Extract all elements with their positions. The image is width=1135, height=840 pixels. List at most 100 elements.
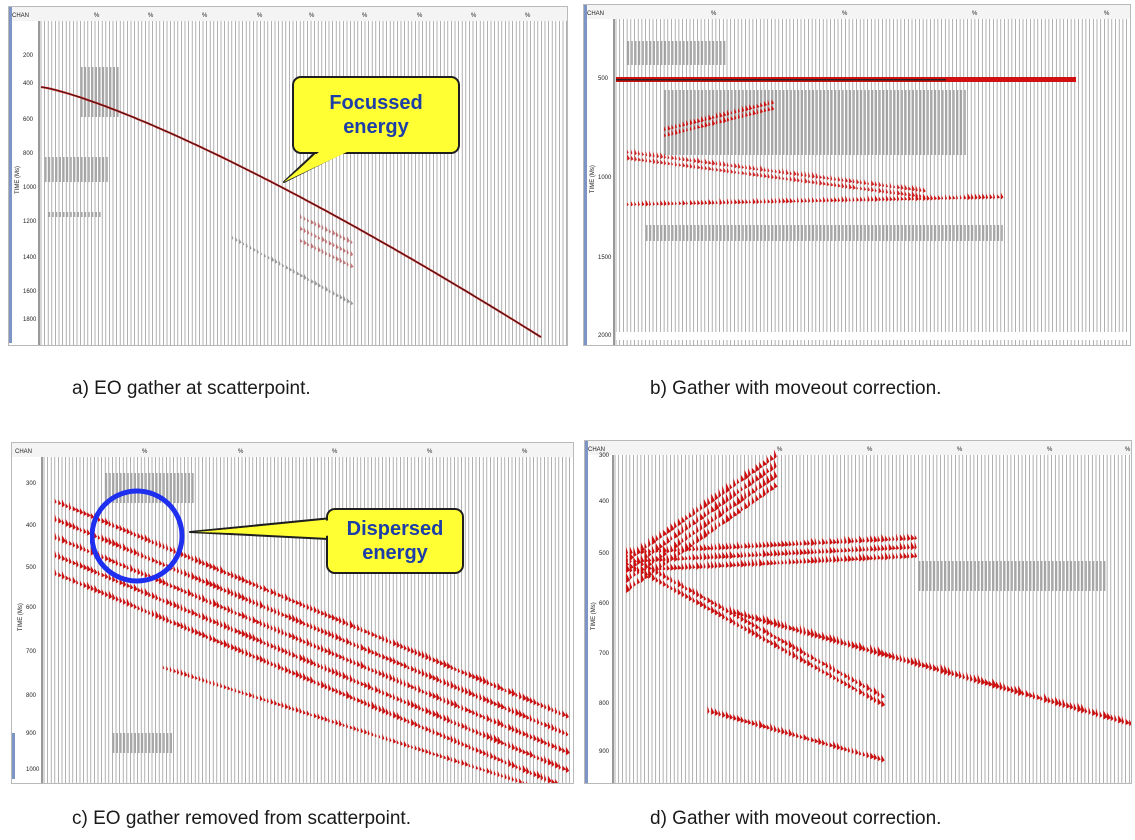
y-tick-0: 200 xyxy=(23,53,34,59)
caption-a: a) EO gather at scatterpoint. xyxy=(72,378,311,399)
y-tick-1: 1000 xyxy=(598,175,612,181)
channel-tick-2: % xyxy=(972,11,978,17)
dispersed-energy-callout: Dispersed energy xyxy=(90,470,470,590)
y-tick-0: 300 xyxy=(599,453,610,459)
lower-band xyxy=(162,665,528,783)
axis-edge xyxy=(584,5,587,345)
dim-event xyxy=(231,234,354,306)
channel-tick-1: % xyxy=(148,13,154,19)
grey-event-3 xyxy=(48,212,101,217)
time-axis-label: TIME (Ms) xyxy=(591,602,597,630)
channel-tick-1: % xyxy=(238,449,244,455)
descending-arm xyxy=(626,550,886,708)
y-tick-4: 1000 xyxy=(23,185,37,191)
header-strip xyxy=(12,443,573,457)
focussed-energy-callout: Focussed energy xyxy=(270,66,470,196)
chan-label: CHAN xyxy=(15,449,32,455)
y-tick-7: 1600 xyxy=(23,289,37,295)
flat-energy-core xyxy=(616,79,946,81)
seismic-panel-c: CHAN%%%%% TIME (Ms) 300 400 500 600 700 800 900 1… xyxy=(11,442,574,784)
grey-event-top xyxy=(105,473,194,503)
chan-label: CHAN xyxy=(12,13,29,19)
time-axis-label: TIME (Ms) xyxy=(590,165,596,193)
channel-tick-3: % xyxy=(1047,447,1053,453)
grey-event-3 xyxy=(646,225,1003,241)
y-tick-0: 300 xyxy=(26,481,37,487)
time-axis-label: TIME (Ms) xyxy=(15,166,21,194)
grey-event-2 xyxy=(664,90,966,155)
channel-tick-0: % xyxy=(94,13,100,19)
flat-arm xyxy=(626,533,918,574)
trace-lines xyxy=(614,455,1130,783)
y-tick-1: 400 xyxy=(599,499,610,505)
dispersed-band-3 xyxy=(54,550,570,773)
header-strip xyxy=(584,5,1130,19)
channel-tick-4: % xyxy=(522,449,528,455)
y-tick-6: 1400 xyxy=(23,255,37,261)
focussed-energy-edge xyxy=(40,86,542,338)
y-tick-2: 600 xyxy=(23,117,34,123)
y-tick-3: 2000 xyxy=(598,333,612,339)
header-strip xyxy=(9,7,567,21)
grey-event-1 xyxy=(918,561,1106,591)
channel-tick-0: % xyxy=(777,447,783,453)
lower-event xyxy=(627,192,1004,207)
callout-line-1: Dispersed xyxy=(346,518,444,540)
grey-event-1 xyxy=(627,41,726,65)
channel-tick-0: % xyxy=(711,11,717,17)
seismic-panel-b: CHAN%%%% TIME (Ms) 500 1000 1500 2000 xyxy=(583,4,1131,346)
chan-label: CHAN xyxy=(587,11,604,17)
grey-event-2 xyxy=(45,157,108,182)
seismic-panel-d: CHAN%%%%% TIME (Ms) 300 400 500 600 700 800 900 xyxy=(584,440,1132,784)
grey-event-bottom xyxy=(112,733,172,753)
y-tick-8: 1800 xyxy=(23,317,37,323)
seismic-plot-b: CHAN%%% % TIME (Ms) 500 1000 1500 2000 xyxy=(584,5,1130,345)
y-tick-7: 1000 xyxy=(26,767,40,773)
caption-d: d) Gather with moveout correction. xyxy=(650,808,942,829)
channel-tick-0: % xyxy=(142,449,148,455)
dispersed-band-2 xyxy=(54,531,570,756)
channel-tick-2: % xyxy=(202,13,208,19)
channel-tick-8: % xyxy=(525,13,531,19)
chan-label: CHAN xyxy=(588,447,605,453)
channel-tick-1: % xyxy=(842,11,848,17)
y-tick-3: 800 xyxy=(23,151,34,157)
grey-event-1 xyxy=(81,67,119,117)
y-tick-3: 600 xyxy=(599,601,610,607)
dim-event-2 xyxy=(300,213,354,269)
trace-lines xyxy=(43,457,570,783)
y-tick-6: 900 xyxy=(26,731,37,737)
bottom-gap xyxy=(616,332,1130,340)
y-tick-5: 800 xyxy=(599,701,610,707)
y-tick-1: 400 xyxy=(23,81,34,87)
header-strip xyxy=(585,441,1131,455)
dipping-event xyxy=(627,148,926,199)
y-tick-1: 400 xyxy=(26,523,37,529)
channel-tick-3: % xyxy=(1104,11,1110,17)
axis-edge xyxy=(585,441,588,783)
y-tick-4: 700 xyxy=(26,649,37,655)
time-axis-label: TIME (Ms) xyxy=(18,603,24,631)
channel-tick-6: % xyxy=(417,13,423,19)
dispersed-band-0 xyxy=(54,498,569,719)
y-tick-3: 600 xyxy=(26,605,37,611)
deep-event xyxy=(707,705,885,763)
channel-tick-3: % xyxy=(427,449,433,455)
axis-edge xyxy=(12,733,15,779)
caption-b: b) Gather with moveout correction. xyxy=(650,378,942,399)
y-tick-4: 700 xyxy=(599,651,610,657)
dispersed-circle xyxy=(90,488,185,584)
seismic-plot-c: CHAN%%%% % TIME (Ms) 300 400 500 600 700 800 900 1… xyxy=(12,443,573,783)
channel-tick-3: % xyxy=(257,13,263,19)
seismic-panel-a: CHAN%%%%%%%%% TIME (Ms) 200 400 600 800 1000 12… xyxy=(8,6,568,346)
y-tick-2: 500 xyxy=(26,565,37,571)
channel-tick-5: % xyxy=(362,13,368,19)
channel-tick-4: % xyxy=(1125,447,1131,453)
y-tick-2: 1500 xyxy=(598,255,612,261)
channel-tick-2: % xyxy=(957,447,963,453)
seismic-plot-a: CHAN%%%%%%%% % TIME (Ms) 200 400 600 800 1000 12… xyxy=(9,7,567,345)
long-event xyxy=(726,604,1131,727)
dispersed-band-4 xyxy=(54,568,559,783)
channel-tick-7: % xyxy=(471,13,477,19)
y-tick-6: 900 xyxy=(599,749,610,755)
